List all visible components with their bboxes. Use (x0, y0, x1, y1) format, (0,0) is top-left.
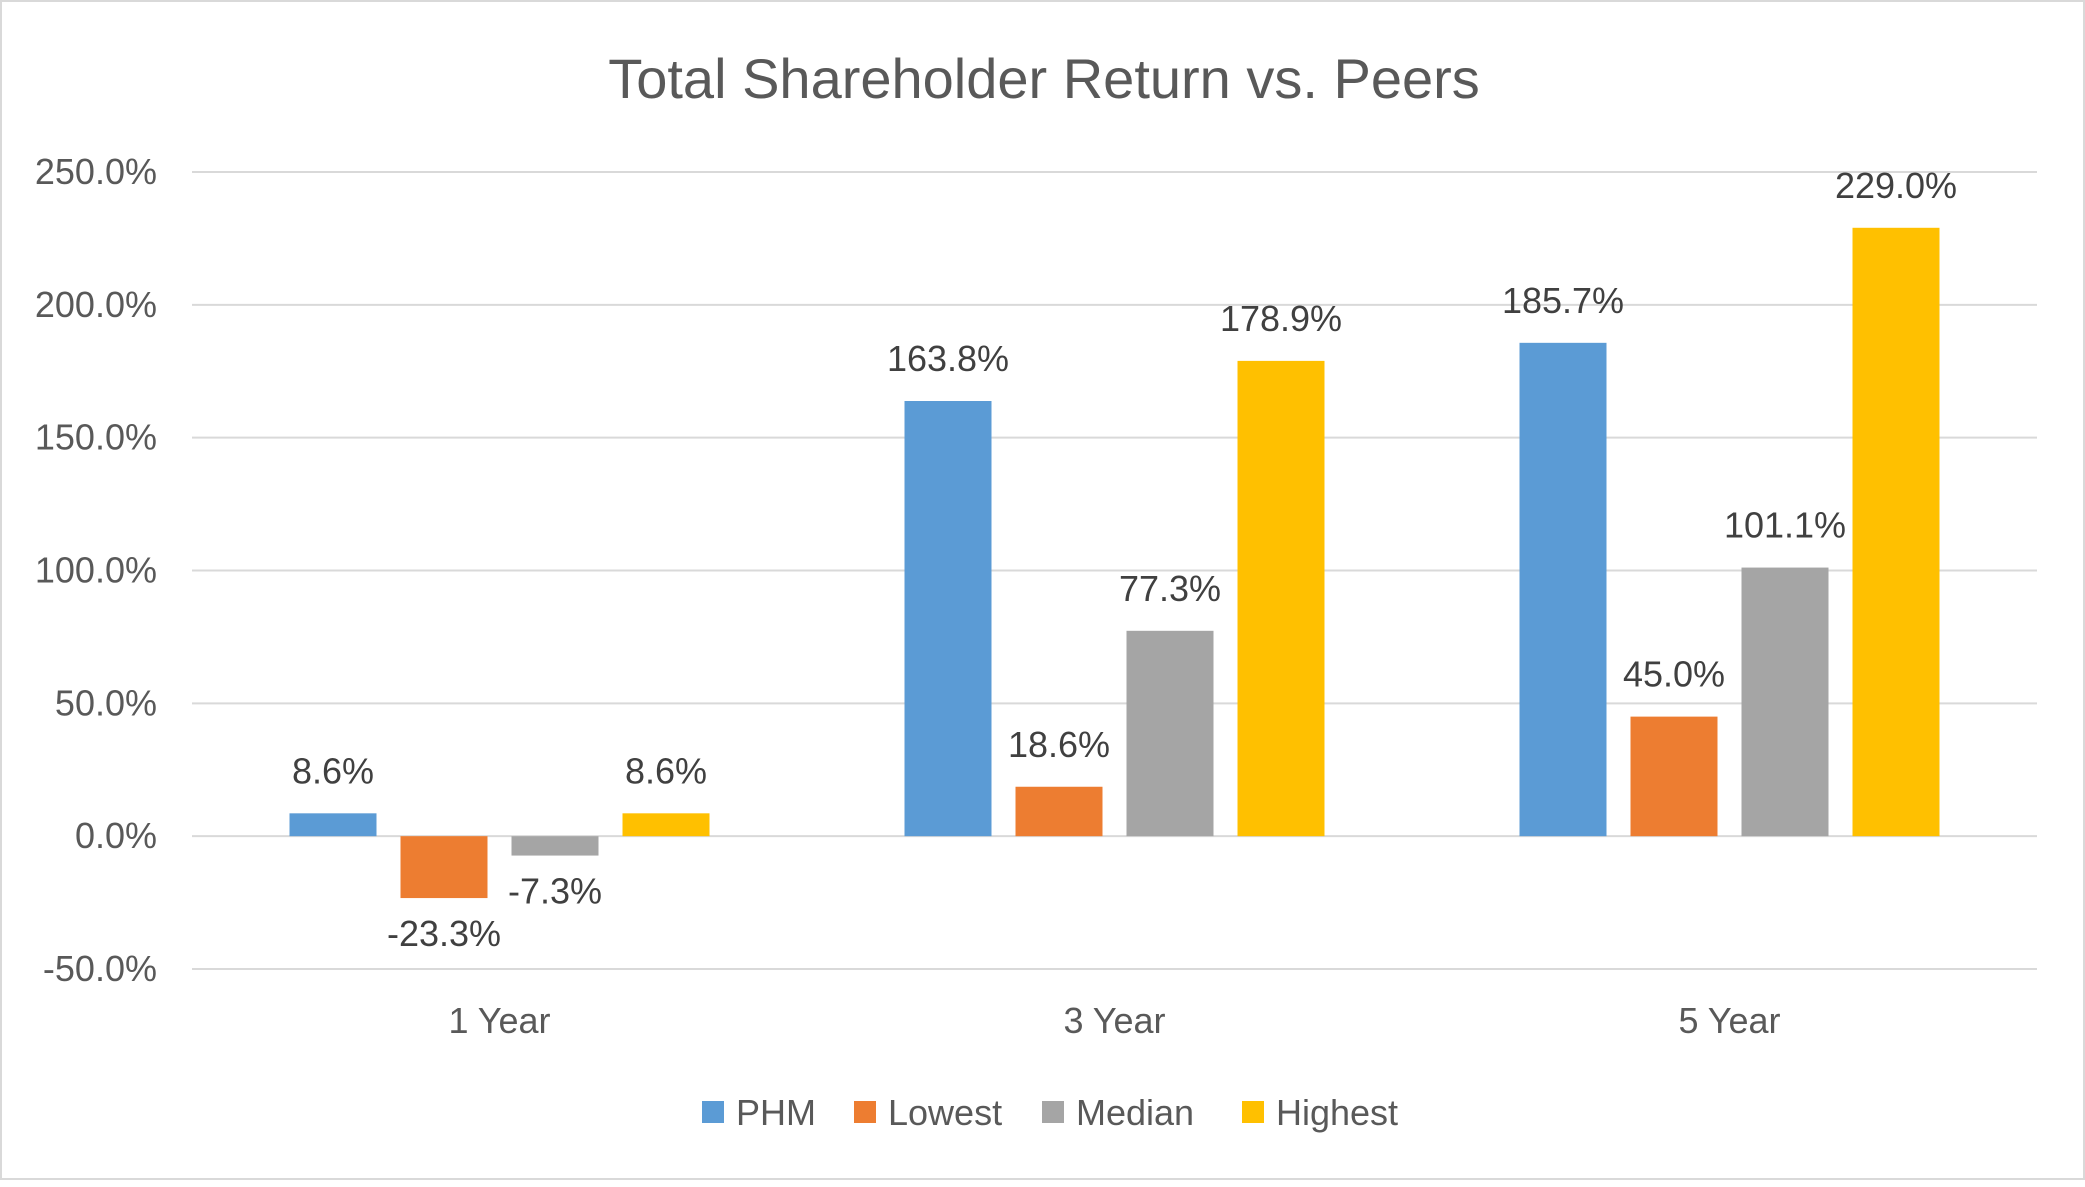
data-label: 163.8% (887, 338, 1009, 379)
x-axis-categories: 1 Year 3 Year 5 Year (448, 1000, 1780, 1041)
chart-title: Total Shareholder Return vs. Peers (608, 47, 1480, 110)
data-label: 101.1% (1724, 505, 1846, 546)
legend: PHM Lowest Median Highest (702, 1092, 1398, 1133)
bar-phm-0 (289, 813, 377, 837)
y-tick-label: 150.0% (35, 417, 157, 458)
legend-label-highest: Highest (1276, 1092, 1398, 1133)
data-label: 18.6% (1008, 724, 1110, 765)
bar-phm-1 (904, 401, 992, 837)
data-labels: 8.6% -23.3%-7.3% 8.6% 163.8% 18.6% 77.3% 178.9… (292, 165, 1957, 954)
bar-lowest-0 (400, 836, 488, 899)
y-axis-ticks: -50.0% 0.0% 50.0% 100.0% 150.0% 200.0% 250.0% (35, 151, 157, 989)
legend-swatch-lowest (854, 1101, 876, 1123)
bar-median-2 (1741, 567, 1829, 837)
legend-swatch-median (1042, 1101, 1064, 1123)
bars (289, 227, 1940, 899)
data-label: -23.3% (387, 913, 501, 954)
y-tick-label: 200.0% (35, 284, 157, 325)
y-tick-label: 50.0% (55, 682, 157, 723)
x-category-label: 1 Year (448, 1000, 550, 1041)
bar-lowest-1 (1015, 786, 1103, 837)
data-label: 8.6% (625, 750, 707, 791)
data-label: 77.3% (1119, 568, 1221, 609)
y-tick-label: 250.0% (35, 151, 157, 192)
legend-label-phm: PHM (736, 1092, 816, 1133)
bar-highest-0 (622, 813, 710, 837)
legend-label-median: Median (1076, 1092, 1194, 1133)
bar-median-1 (1126, 630, 1214, 837)
bar-highest-2 (1852, 227, 1940, 837)
y-tick-label: 100.0% (35, 550, 157, 591)
y-tick-label: 0.0% (75, 815, 157, 856)
data-label: -7.3% (508, 871, 602, 912)
bar-highest-1 (1237, 360, 1325, 837)
data-label: 8.6% (292, 750, 374, 791)
data-label: 178.9% (1220, 298, 1342, 339)
bar-median-0 (511, 836, 599, 856)
legend-swatch-highest (1242, 1101, 1264, 1123)
y-tick-label: -50.0% (43, 948, 157, 989)
data-label: 45.0% (1623, 654, 1725, 695)
bar-lowest-2 (1630, 716, 1718, 837)
data-label: 185.7% (1502, 280, 1624, 321)
legend-swatch-phm (702, 1101, 724, 1123)
legend-label-lowest: Lowest (888, 1092, 1002, 1133)
x-category-label: 5 Year (1678, 1000, 1780, 1041)
x-category-label: 3 Year (1063, 1000, 1165, 1041)
data-label: 229.0% (1835, 165, 1957, 206)
gridlines (192, 171, 2037, 970)
bar-phm-2 (1519, 342, 1607, 837)
